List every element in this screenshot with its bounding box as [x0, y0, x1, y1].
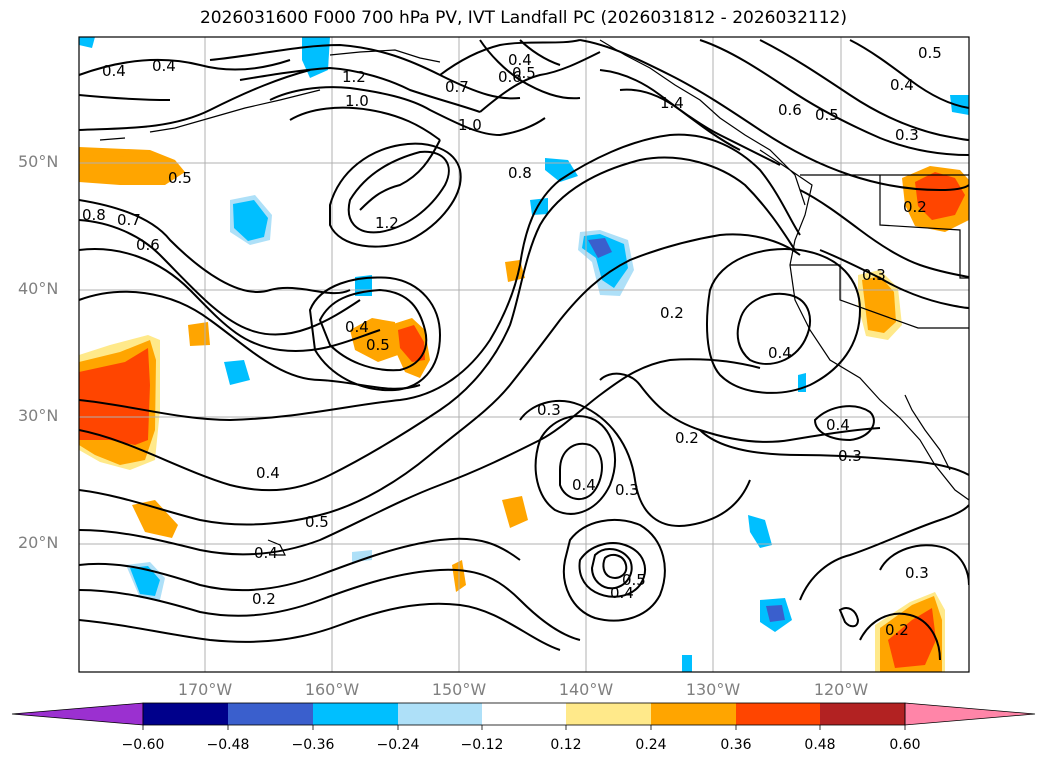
colorbar-segment [820, 703, 905, 725]
contour-label: 0.7 [117, 211, 141, 229]
colorbar-tick-label: 0.48 [804, 737, 836, 753]
contour-label: 1.2 [342, 68, 366, 86]
shade-hot [915, 172, 965, 220]
contour-label: 0.4 [345, 318, 369, 336]
lon-label: 140°W [558, 680, 614, 699]
contour-label: 0.8 [82, 206, 106, 224]
contour-label: 0.4 [102, 62, 126, 80]
contour-label: 0.4 [254, 544, 278, 562]
shade-hot [79, 348, 150, 445]
colorbar-segment [736, 703, 820, 725]
contour-label: 0.7 [445, 78, 469, 96]
map-title: 2026031600 F000 700 hPa PV, IVT Landfall… [199, 8, 847, 28]
contour-label: 1.0 [345, 92, 369, 110]
shade-cold [233, 200, 268, 241]
lon-label: 130°W [685, 680, 741, 699]
contour-label: 0.5 [168, 169, 192, 187]
contour-label: 0.5 [918, 44, 942, 62]
lon-label: 120°W [813, 680, 869, 699]
shade-cold [224, 360, 250, 385]
contour-label: 1.2 [375, 214, 399, 232]
colorbar-tick-label: −0.60 [121, 737, 165, 753]
shade-warm [502, 496, 528, 528]
contour-label: 0.4 [610, 584, 634, 602]
contour-label: 0.2 [660, 304, 684, 322]
colorbar-segment [143, 703, 228, 725]
shade-hot [398, 325, 425, 362]
graticule [79, 37, 969, 672]
contour-label: 0.4 [826, 416, 850, 434]
contour-label: 0.2 [675, 429, 699, 447]
pv-contours [79, 39, 969, 661]
contour-label: 0.5 [512, 64, 536, 82]
shade-warm [188, 322, 210, 346]
colorbar-high-extension [904, 702, 1036, 726]
shade-cold [130, 566, 160, 596]
contour-label: 0.3 [895, 126, 919, 144]
contour-label: 0.2 [252, 590, 276, 608]
contour-label: 0.3 [838, 447, 862, 465]
contour-label: 0.4 [256, 464, 280, 482]
lat-label: 30°N [18, 406, 59, 425]
lat-label: 40°N [18, 279, 59, 298]
colorbar-segment [398, 703, 482, 725]
shade-warm [132, 500, 178, 538]
shade-deep [588, 238, 612, 258]
contour-label: 0.4 [508, 51, 532, 69]
colorbar-tick-label: 0.24 [635, 737, 667, 753]
contour-label: 1.0 [458, 116, 482, 134]
lon-label: 160°W [304, 680, 360, 699]
colorbar-segment [482, 703, 566, 725]
colorbar-tick-label: 0.36 [720, 737, 752, 753]
shade-deep [766, 605, 785, 622]
contour-label-layer: 0.4 0.4 1.2 1.0 0.4 0.5 0.7 0.6 1.4 0.6 … [82, 44, 942, 639]
shade-warm [79, 155, 160, 176]
colorbar-tick-label: 0.12 [550, 737, 582, 753]
coastlines [99, 39, 969, 556]
contour-label: 0.3 [537, 401, 561, 419]
colorbar-segment [651, 703, 736, 725]
shade-cold [545, 158, 578, 182]
contour-label: 0.2 [885, 621, 909, 639]
colorbar-segment [228, 703, 313, 725]
contour-label: 1.4 [660, 94, 684, 112]
contour-label: 0.2 [903, 198, 927, 216]
lon-label: 150°W [431, 680, 487, 699]
contour-label: 0.5 [815, 106, 839, 124]
colorbar-segment [313, 703, 398, 725]
shade-warm [350, 318, 398, 362]
shading-layer [79, 37, 969, 672]
colorbar-low-extension [11, 702, 144, 726]
contour-label: 0.6 [778, 101, 802, 119]
colorbar-segment [566, 703, 651, 725]
shade-cold [530, 198, 548, 215]
contour-label: 0.3 [905, 564, 929, 582]
colorbar-tick-label: −0.12 [460, 737, 504, 753]
contour-label: 0.5 [305, 513, 329, 531]
colorbar [11, 702, 1036, 730]
contour-label: 0.6 [498, 68, 522, 86]
contour-label: 0.4 [152, 57, 176, 75]
colorbar-tick-label: −0.36 [291, 737, 335, 753]
contour-label: 0.4 [768, 344, 792, 362]
shade-cold [79, 37, 95, 48]
shade-cold [682, 655, 692, 672]
lon-label: 170°W [177, 680, 233, 699]
contour-label: 0.3 [862, 266, 886, 284]
contour-label: 0.4 [890, 76, 914, 94]
contour-label: 0.5 [366, 336, 390, 354]
contour-label: 0.4 [572, 476, 596, 494]
colorbar-tick-label: −0.48 [206, 737, 250, 753]
contour-label: 0.6 [136, 236, 160, 254]
lat-label: 20°N [18, 533, 59, 552]
contour-label: 0.3 [615, 481, 639, 499]
contour-label: 0.8 [508, 164, 532, 182]
shade-cold [748, 515, 772, 548]
contour-label: 0.5 [622, 571, 646, 589]
map-frame [78, 36, 970, 673]
lat-label: 50°N [18, 152, 59, 171]
colorbar-tick-label: −0.24 [376, 737, 420, 753]
colorbar-tick-label: 0.60 [889, 737, 921, 753]
